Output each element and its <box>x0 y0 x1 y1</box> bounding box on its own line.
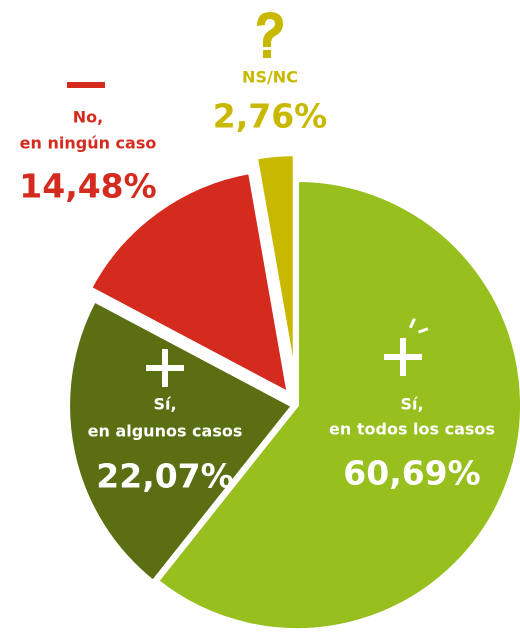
slice-label: Sí, <box>153 395 176 414</box>
value-label: 60,69% <box>343 454 480 493</box>
value-label: 22,07% <box>96 457 233 496</box>
value-label: 14,48% <box>19 167 156 206</box>
slice-label: No, <box>73 108 103 127</box>
plus-icon <box>384 318 429 376</box>
slice-label: Sí, <box>400 395 423 414</box>
pie-slice <box>253 152 297 380</box>
pie-slice <box>154 177 520 632</box>
slice-label: en algunos casos <box>88 422 243 441</box>
slice-label: en todos los casos <box>329 420 495 439</box>
pie <box>66 152 520 632</box>
slice-label: en ningún caso <box>20 134 157 153</box>
slice-label: NS/NC <box>242 68 298 87</box>
pie-slice <box>66 297 297 585</box>
question-icon <box>257 12 283 58</box>
value-label: 2,76% <box>213 97 328 136</box>
pie-slice <box>87 169 292 398</box>
icons <box>67 12 429 387</box>
plus-icon <box>146 349 184 387</box>
minus-icon <box>67 82 105 88</box>
labels: Sí, en todos los casos 60,69% Sí, en algunos… <box>19 68 495 496</box>
